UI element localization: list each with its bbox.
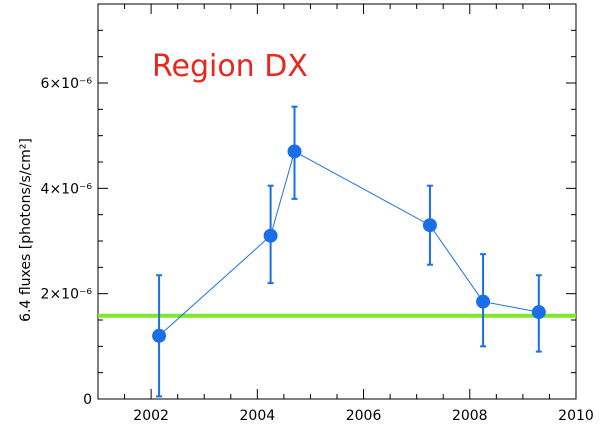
x-tick-label: 2008	[452, 408, 488, 424]
y-tick-label: 4×10⁻⁶	[41, 181, 93, 197]
data-series	[152, 105, 546, 398]
y-tick-label: 0	[83, 392, 92, 408]
x-tick-label: 2010	[558, 408, 594, 424]
y-tick-label: 2×10⁻⁶	[41, 287, 93, 303]
data-point	[263, 228, 278, 243]
y-axis-label: 6.4 fluxes [photons/s/cm²]	[18, 138, 34, 322]
y-tick-label: 6×10⁻⁶	[41, 76, 93, 92]
data-point	[422, 218, 437, 233]
region-annotation: Region DX	[152, 49, 308, 84]
x-tick-label: 2002	[133, 408, 169, 424]
axis-ticks: 2002 2004 2006 2008 2010 0 2×10⁻⁶ 4×10⁻⁶ 6×10⁻⁶	[41, 3, 594, 424]
data-point	[287, 144, 302, 159]
data-point	[152, 328, 167, 343]
x-tick-label: 2004	[240, 408, 276, 424]
data-point	[531, 305, 546, 320]
data-point	[476, 294, 491, 309]
x-tick-label: 2006	[346, 408, 382, 424]
series-line	[158, 150, 539, 337]
